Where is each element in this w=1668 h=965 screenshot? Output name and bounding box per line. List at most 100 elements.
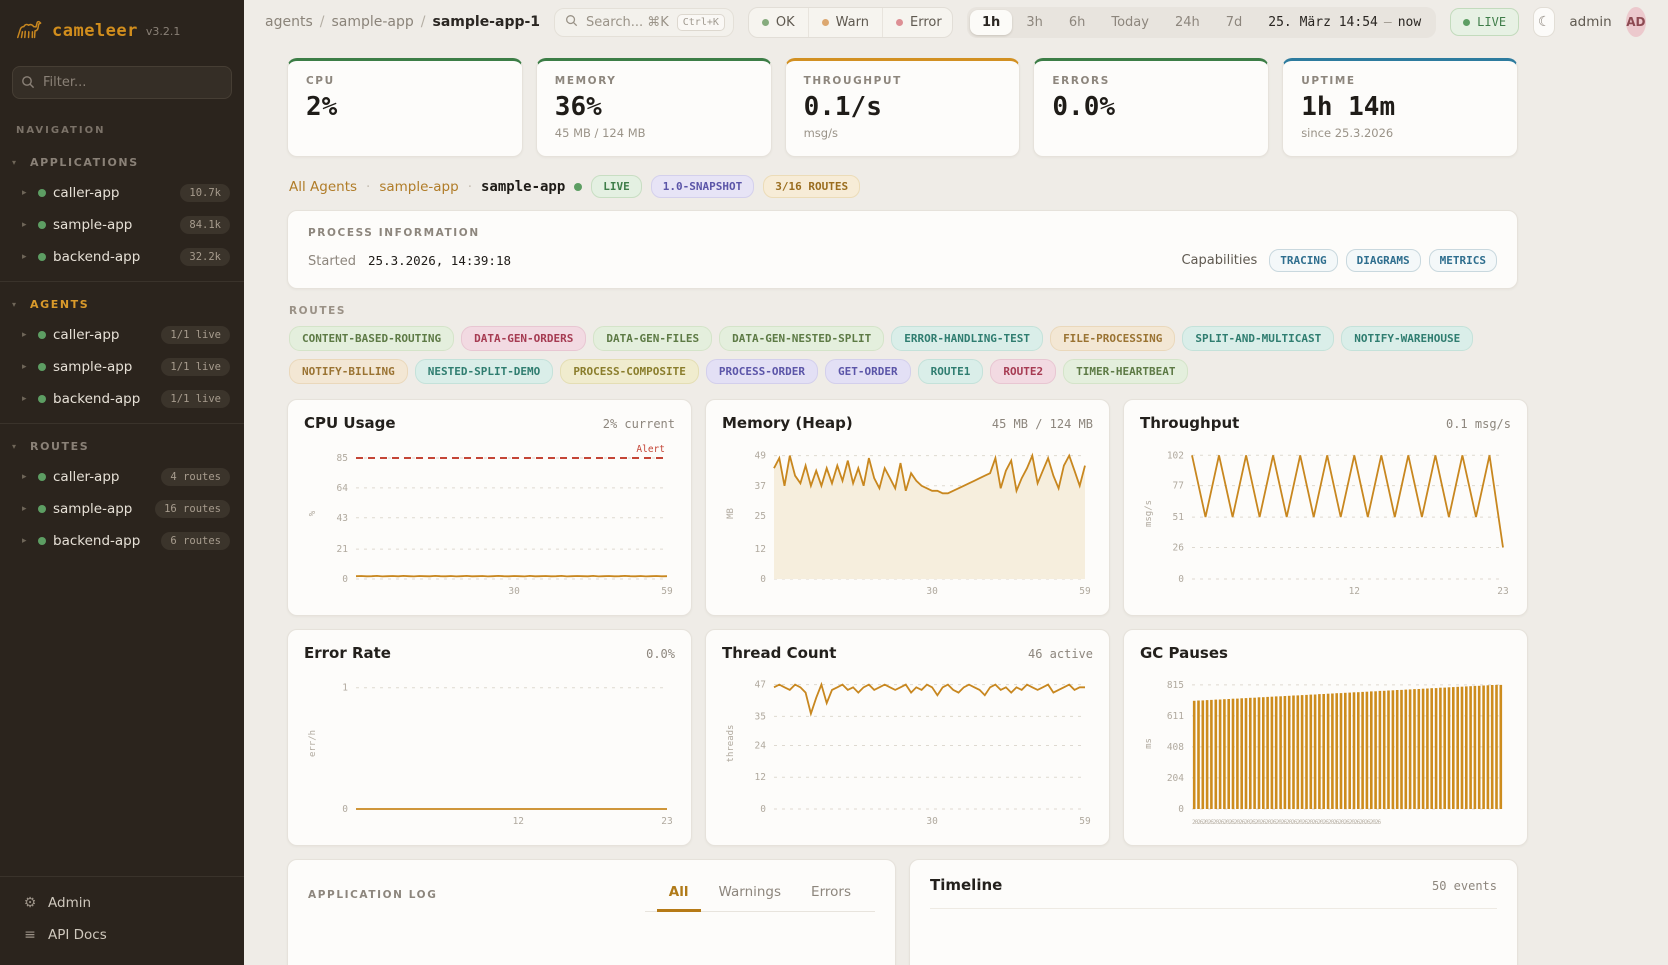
route-chip[interactable]: FILE-PROCESSING [1050,326,1176,351]
status-dot [38,189,46,197]
routes-count-badge: 16 routes [155,500,230,518]
chevron-down-icon: ▾ [12,158,17,167]
live-count-badge: 1/1 live [161,390,230,408]
chevron-down-icon: ▾ [12,442,17,451]
range-1h[interactable]: 1h [970,9,1013,35]
count-badge: 84.1k [180,216,230,234]
svg-text:51: 51 [1173,512,1185,523]
avatar[interactable]: AD [1625,7,1647,37]
route-chip[interactable]: ROUTE1 [917,359,984,384]
svg-text:0: 0 [760,574,766,585]
app-logo[interactable]: cameleer v3.2.1 [0,0,244,58]
sidebar-item-admin[interactable]: ⚙ Admin [23,895,92,911]
tab-errors[interactable]: Errors [811,884,851,900]
route-chip[interactable]: ERROR-HANDLING-TEST [891,326,1044,351]
svg-text:30: 30 [926,816,938,827]
svg-text:611: 611 [1167,711,1184,722]
route-chip[interactable]: SPLIT-AND-MULTICAST [1182,326,1335,351]
started-label: Started [308,254,357,269]
sidebar: cameleer v3.2.1 NAVIGATION ▾ APPLICATION… [0,0,244,965]
filter-search-icon [21,74,35,93]
routes-label: ROUTES [289,305,347,317]
app-name: cameleer [52,21,138,41]
camel-logo-icon [14,14,44,48]
sidebar-item-routes-caller-app[interactable]: ▸ caller-app 4 routes [0,461,244,493]
routes-count-badge: 4 routes [161,468,230,486]
theme-toggle-button[interactable]: ☾ [1533,7,1556,37]
svg-text:%: % [308,510,318,516]
cpu-usage-chart: 0 21 43 64 85 Alert% 30 59 [308,444,673,597]
route-chip[interactable]: CONTENT-BASED-ROUTING [289,326,455,351]
process-information-card: PROCESS INFORMATION Started 25.3.2026, 1… [287,210,1518,289]
range-7d[interactable]: 7d [1225,14,1243,30]
route-chip[interactable]: PROCESS-COMPOSITE [560,359,699,384]
svg-text:0: 0 [342,804,348,815]
svg-text:59: 59 [1079,586,1091,597]
current-agent: sample-app [481,178,566,195]
kpi-row: CPU 2% MEMORY 36% 45 MB / 124 MB THROUGH… [287,58,1518,157]
status-dot [38,395,46,403]
sidebar-item-agent-sample-app[interactable]: ▸ sample-app 1/1 live [0,351,244,383]
sidebar-item-agent-caller-app[interactable]: ▸ caller-app 1/1 live [0,319,244,351]
filter-ok[interactable]: OK [749,7,809,37]
route-chip[interactable]: PROCESS-ORDER [705,359,818,384]
svg-text:threads: threads [726,725,736,763]
range-24h[interactable]: 24h [1174,14,1200,30]
svg-text:26: 26 [1173,543,1185,554]
sidebar-item-sample-app[interactable]: ▸ sample-app 84.1k [0,209,244,241]
gear-icon: ⚙ [23,895,37,911]
range-today[interactable]: Today [1111,14,1149,30]
application-log-title: APPLICATION LOG [308,889,438,901]
group-header-routes[interactable]: ▾ ROUTES [12,440,90,453]
svg-text:77: 77 [1173,481,1184,492]
date-range[interactable]: 25. März 14:54— now [1268,14,1422,30]
breadcrumb-agents[interactable]: agents [265,14,313,30]
chevron-right-icon: ▸ [22,472,27,482]
route-chip[interactable]: NESTED-SPLIT-DEMO [414,359,554,384]
breadcrumb-sample-app[interactable]: sample-app [331,14,414,30]
throughput-chart: 0 26 51 77 102 msg/s 12 23 [1144,450,1509,597]
svg-text:0: 0 [1178,804,1184,815]
sidebar-item-caller-app[interactable]: ▸ caller-app 10.7k [0,177,244,209]
route-chip[interactable]: ROUTE2 [990,359,1057,384]
filter-warn[interactable]: Warn [809,7,884,37]
svg-text:Alert: Alert [636,444,665,455]
time-range-group: 1h 3h 6h Today 24h 7d 25. März 14:54— now [967,6,1437,38]
range-6h[interactable]: 6h [1068,14,1086,30]
route-chip[interactable]: DATA-GEN-NESTED-SPLIT [719,326,885,351]
route-chip[interactable]: DATA-GEN-ORDERS [461,326,587,351]
application-log-card: APPLICATION LOG All Warnings Errors [287,859,896,965]
sidebar-item-agent-backend-app[interactable]: ▸ backend-app 1/1 live [0,383,244,415]
routes-count-pill: 3/16 ROUTES [763,175,861,198]
chart-card-throughput: Throughput 0.1 msg/s 0 26 51 77 102 msg/s 12 23 [1123,399,1528,616]
route-chip[interactable]: GET-ORDER [825,359,911,384]
route-chips: CONTENT-BASED-ROUTING DATA-GEN-ORDERS DA… [289,326,1516,384]
route-chip[interactable]: DATA-GEN-FILES [593,326,713,351]
group-header-applications[interactable]: ▾ APPLICATIONS [12,156,139,169]
tab-warnings[interactable]: Warnings [718,884,782,900]
filter-error[interactable]: Error [883,8,952,37]
tab-all[interactable]: All [656,878,701,912]
route-chip[interactable]: TIMER-HEARTBEAT [1063,359,1189,384]
search-input[interactable]: Search... ⌘K Ctrl+K [554,7,734,37]
sidebar-filter-input[interactable] [12,66,232,99]
sidebar-item-routes-backend-app[interactable]: ▸ backend-app 6 routes [0,525,244,557]
sidebar-item-api-docs[interactable]: ≡ API Docs [0,919,244,951]
svg-text:85: 85 [337,453,348,464]
link-all-agents[interactable]: All Agents [289,178,358,195]
context-breadcrumb: All Agents · sample-app · sample-app LIV… [287,157,1518,210]
live-status-badge: LIVE [1450,8,1520,36]
sidebar-item-backend-app[interactable]: ▸ backend-app 32.2k [0,241,244,273]
group-header-agents[interactable]: ▾ AGENTS [12,298,90,311]
log-tabs: All Warnings Errors [644,878,875,912]
link-sample-app[interactable]: sample-app [379,178,459,195]
route-chip[interactable]: NOTIFY-BILLING [289,359,408,384]
route-chip[interactable]: NOTIFY-WAREHOUSE [1341,326,1474,351]
status-dot [38,473,46,481]
svg-text:408: 408 [1167,742,1184,753]
range-3h[interactable]: 3h [1026,14,1043,30]
moon-icon: ☾ [1537,14,1551,30]
thread-count-chart: 0 12 24 35 47 threads 30 59 [726,680,1091,827]
sidebar-item-routes-sample-app[interactable]: ▸ sample-app 16 routes [0,493,244,525]
svg-text:30: 30 [926,586,938,597]
